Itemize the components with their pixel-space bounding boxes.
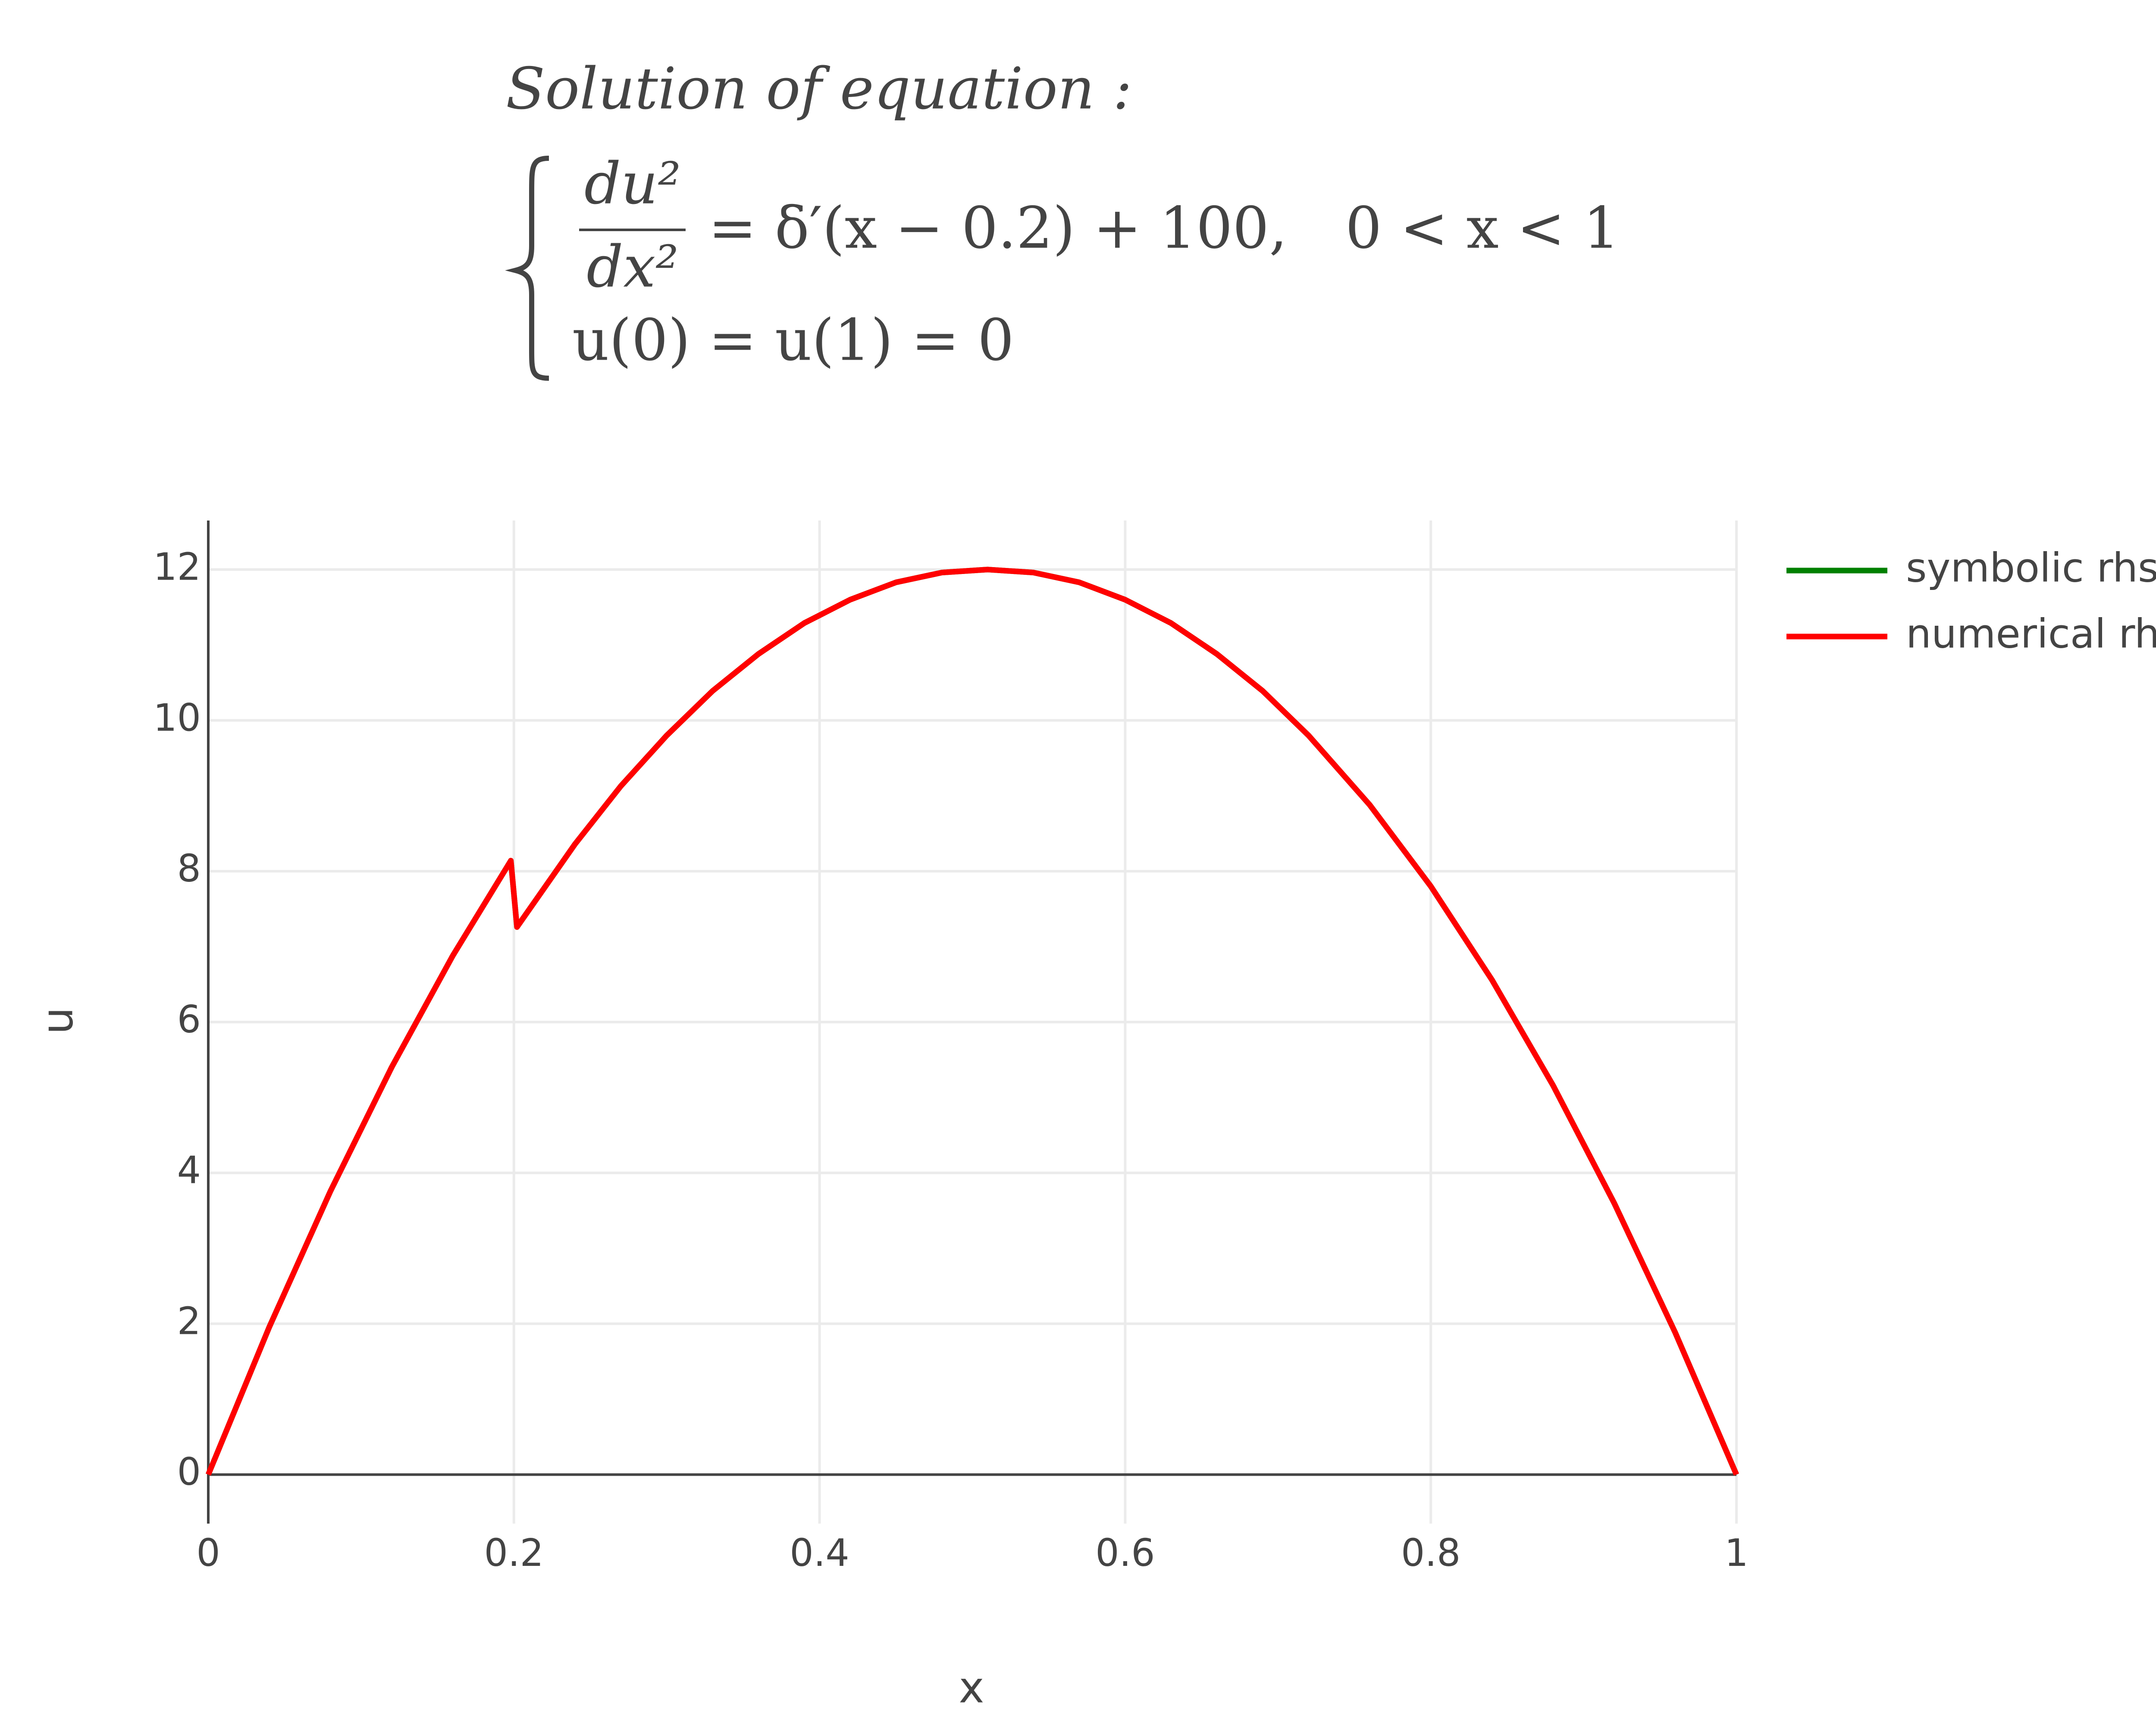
- y-tick-label: 12: [153, 545, 201, 589]
- x-tick-label: 0.2: [484, 1531, 544, 1575]
- y-tick-label: 0: [177, 1450, 201, 1494]
- x-axis-title: x: [959, 1662, 984, 1712]
- title-heading: Solution of equation :: [506, 56, 1132, 122]
- y-tick-label: 8: [177, 847, 201, 891]
- y-tick-label: 6: [177, 997, 201, 1041]
- legend-label: symbolic rhs: [1906, 544, 2156, 591]
- equation-domain: 0 < x < 1: [1345, 195, 1620, 262]
- fraction-numerator: du²: [584, 151, 681, 217]
- y-axis-title: u: [32, 1007, 82, 1034]
- brace: [505, 156, 549, 381]
- boundary-condition: u(0) = u(1) = 0: [572, 307, 1014, 374]
- x-tick-label: 0.6: [1095, 1531, 1155, 1575]
- y-tick-label: 10: [153, 696, 201, 740]
- x-tick-label: 0: [196, 1531, 220, 1575]
- equation-rhs: = δ′(x − 0.2) + 100,: [708, 195, 1287, 262]
- title: Solution of equation : du² dx² = δ′(x − …: [505, 56, 1620, 381]
- x-tick-label: 0.4: [790, 1531, 849, 1575]
- fraction-denominator: dx²: [586, 234, 678, 301]
- legend-label: numerical rhs: [1906, 610, 2156, 657]
- x-tick-label: 1: [1724, 1531, 1748, 1575]
- x-tick-label: 0.8: [1401, 1531, 1460, 1575]
- y-tick-label: 2: [177, 1299, 201, 1343]
- y-tick-label: 4: [177, 1148, 201, 1192]
- line-series: [205, 567, 1739, 1476]
